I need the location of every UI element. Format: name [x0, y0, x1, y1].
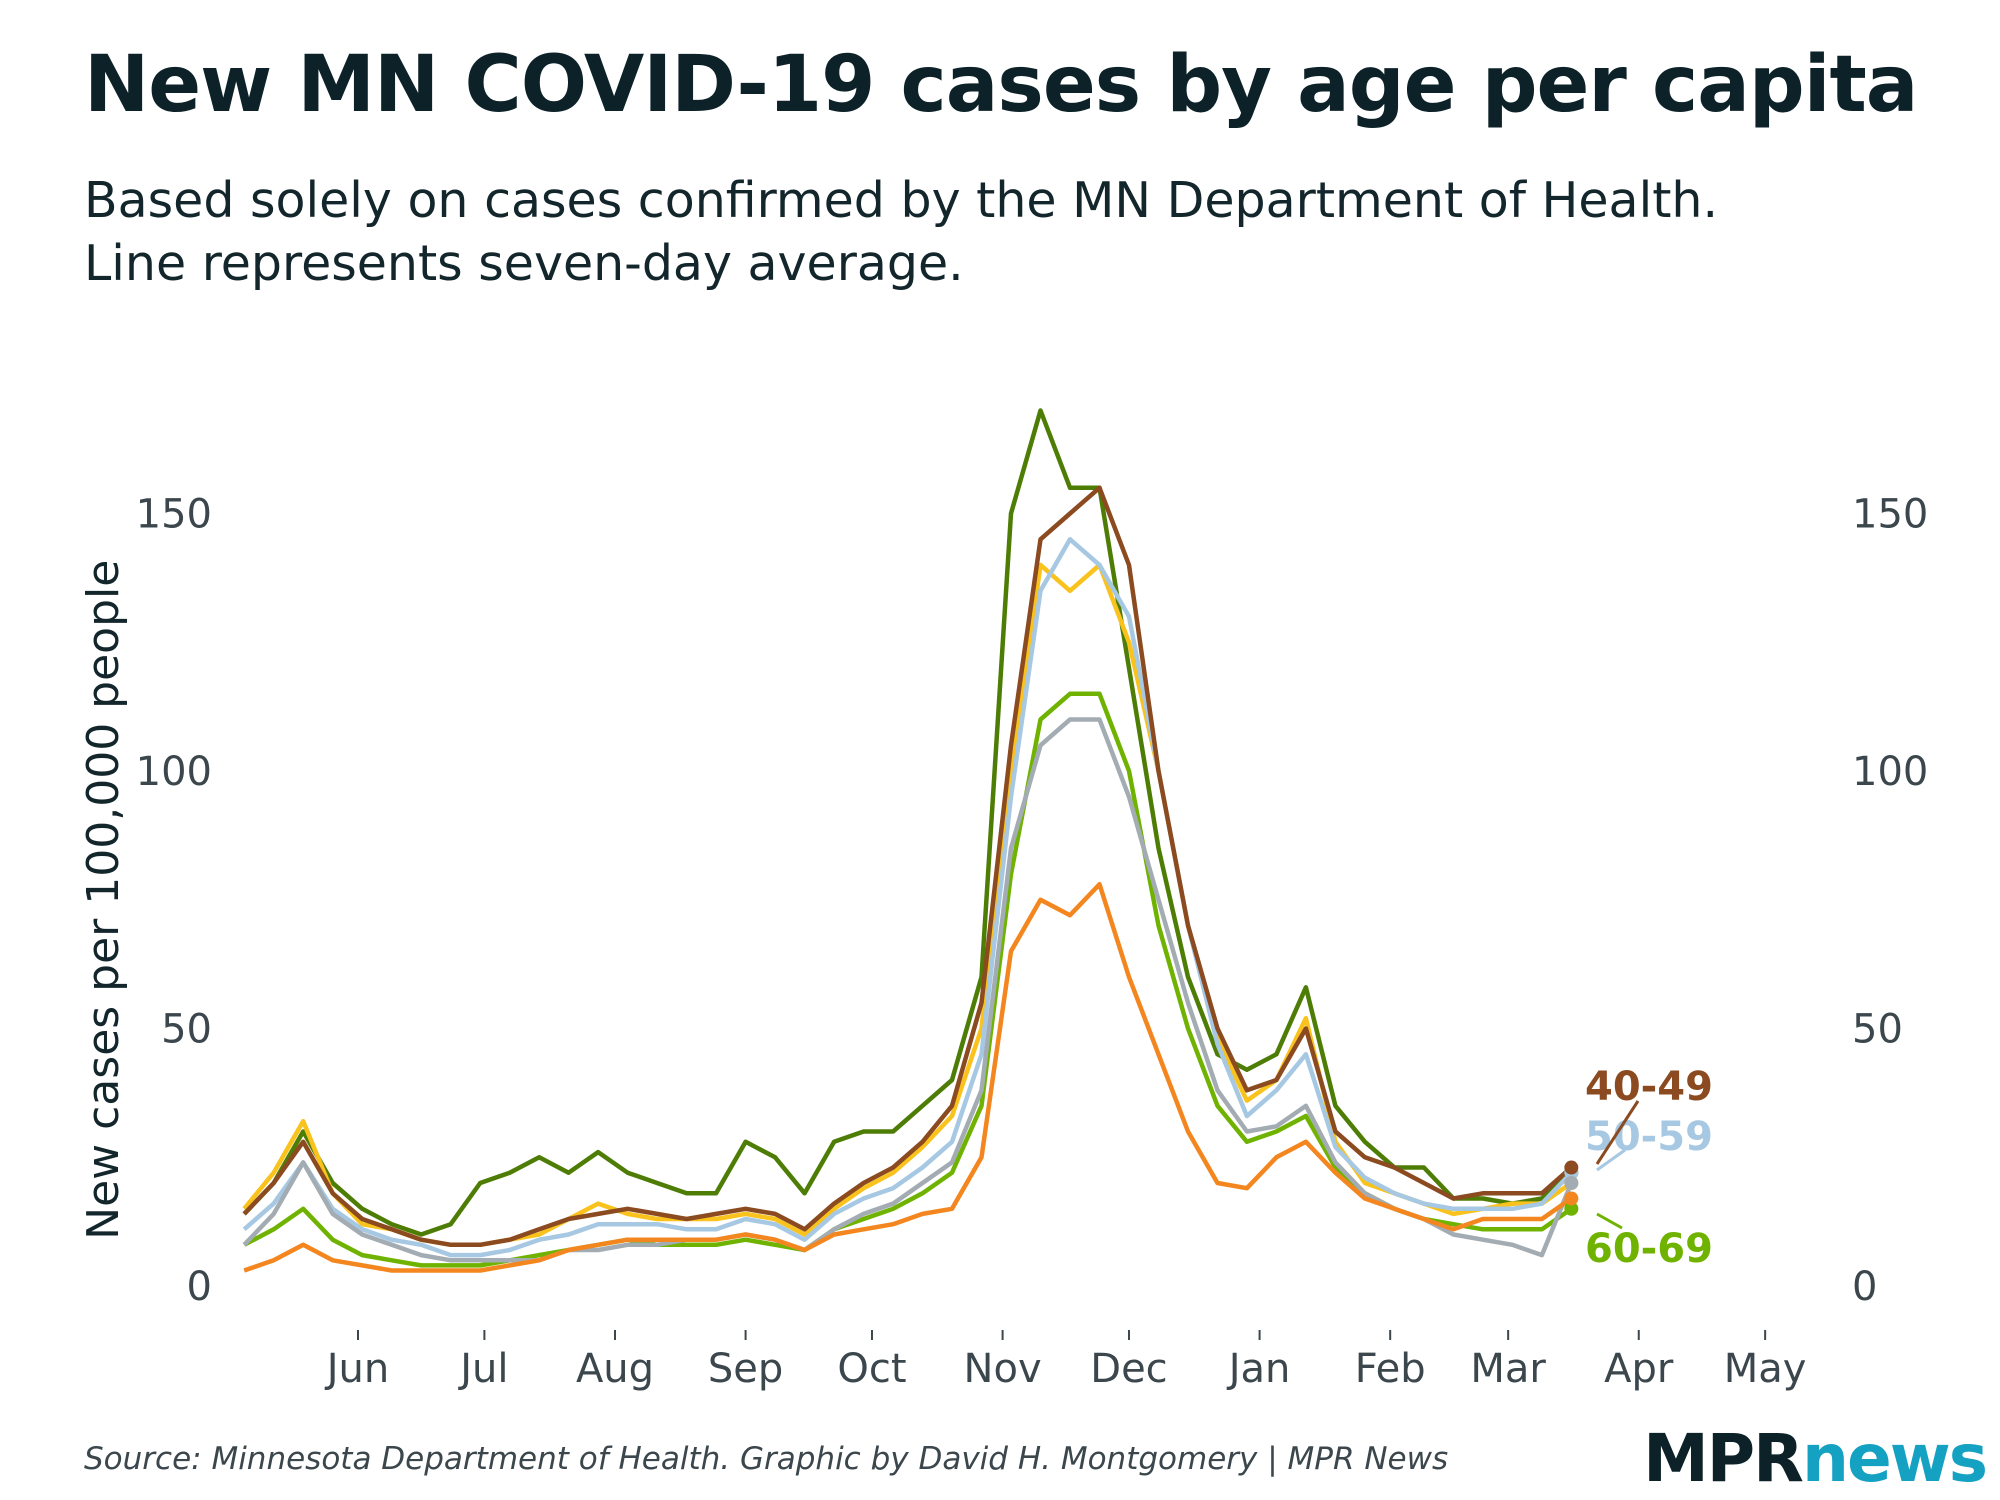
series-line-4	[242, 717, 1574, 1263]
chart-subtitle-2: Line represents seven-day average.	[84, 235, 964, 292]
x-tick-label: Sep	[708, 1346, 783, 1392]
series-line-6	[242, 485, 1573, 1248]
series-line-0	[242, 408, 1573, 1237]
series-line-5	[243, 882, 1573, 1273]
x-tick-label: Jan	[1226, 1346, 1291, 1392]
label-leader-line	[1595, 1100, 1640, 1165]
x-tick-label: Nov	[964, 1346, 1042, 1392]
y-tick-label-left: 0	[187, 1264, 212, 1310]
y-tick-label-right: 150	[1852, 492, 1928, 538]
x-tick-label: May	[1724, 1346, 1807, 1392]
series-end-dot-4	[1564, 1176, 1579, 1190]
y-tick-label-right: 100	[1852, 749, 1928, 795]
label-leader-line	[1596, 1212, 1623, 1230]
y-tick-label-left: 100	[136, 749, 212, 795]
x-tick-label: Dec	[1090, 1346, 1167, 1392]
x-tick-label: Feb	[1355, 1346, 1426, 1392]
mpr-news-logo: MPRnews	[1643, 1420, 1988, 1497]
series-end-dot-3	[1564, 1201, 1579, 1216]
source-note: Source: Minnesota Department of Health. …	[84, 1441, 1449, 1477]
x-tick-label: Jul	[457, 1346, 508, 1392]
x-tick-label: Aug	[576, 1346, 654, 1392]
label-leader-line	[1596, 1148, 1626, 1172]
series-line-1	[242, 562, 1573, 1248]
series-end-dot-6	[1564, 1160, 1579, 1175]
x-tick-label: Oct	[837, 1346, 906, 1392]
y-tick-label-left: 150	[136, 492, 212, 538]
y-tick-label-right: 50	[1852, 1007, 1903, 1053]
chart-subtitle: Based solely on cases confirmed by the M…	[84, 172, 1719, 229]
x-tick-label: Apr	[1604, 1346, 1674, 1392]
y-axis-label: New cases per 100,000 people	[78, 560, 129, 1240]
series-label: 60-69	[1585, 1226, 1713, 1272]
y-tick-label-right: 0	[1852, 1264, 1877, 1310]
series-line-2	[242, 537, 1573, 1258]
series-end-dot-5	[1564, 1191, 1579, 1206]
x-tick-label: Mar	[1470, 1346, 1546, 1392]
chart-title: New MN COVID-19 cases by age per capita	[84, 40, 1918, 130]
y-tick-label-left: 50	[161, 1007, 212, 1053]
x-tick-label: Jun	[324, 1346, 390, 1392]
series-label: 40-49	[1585, 1064, 1713, 1110]
